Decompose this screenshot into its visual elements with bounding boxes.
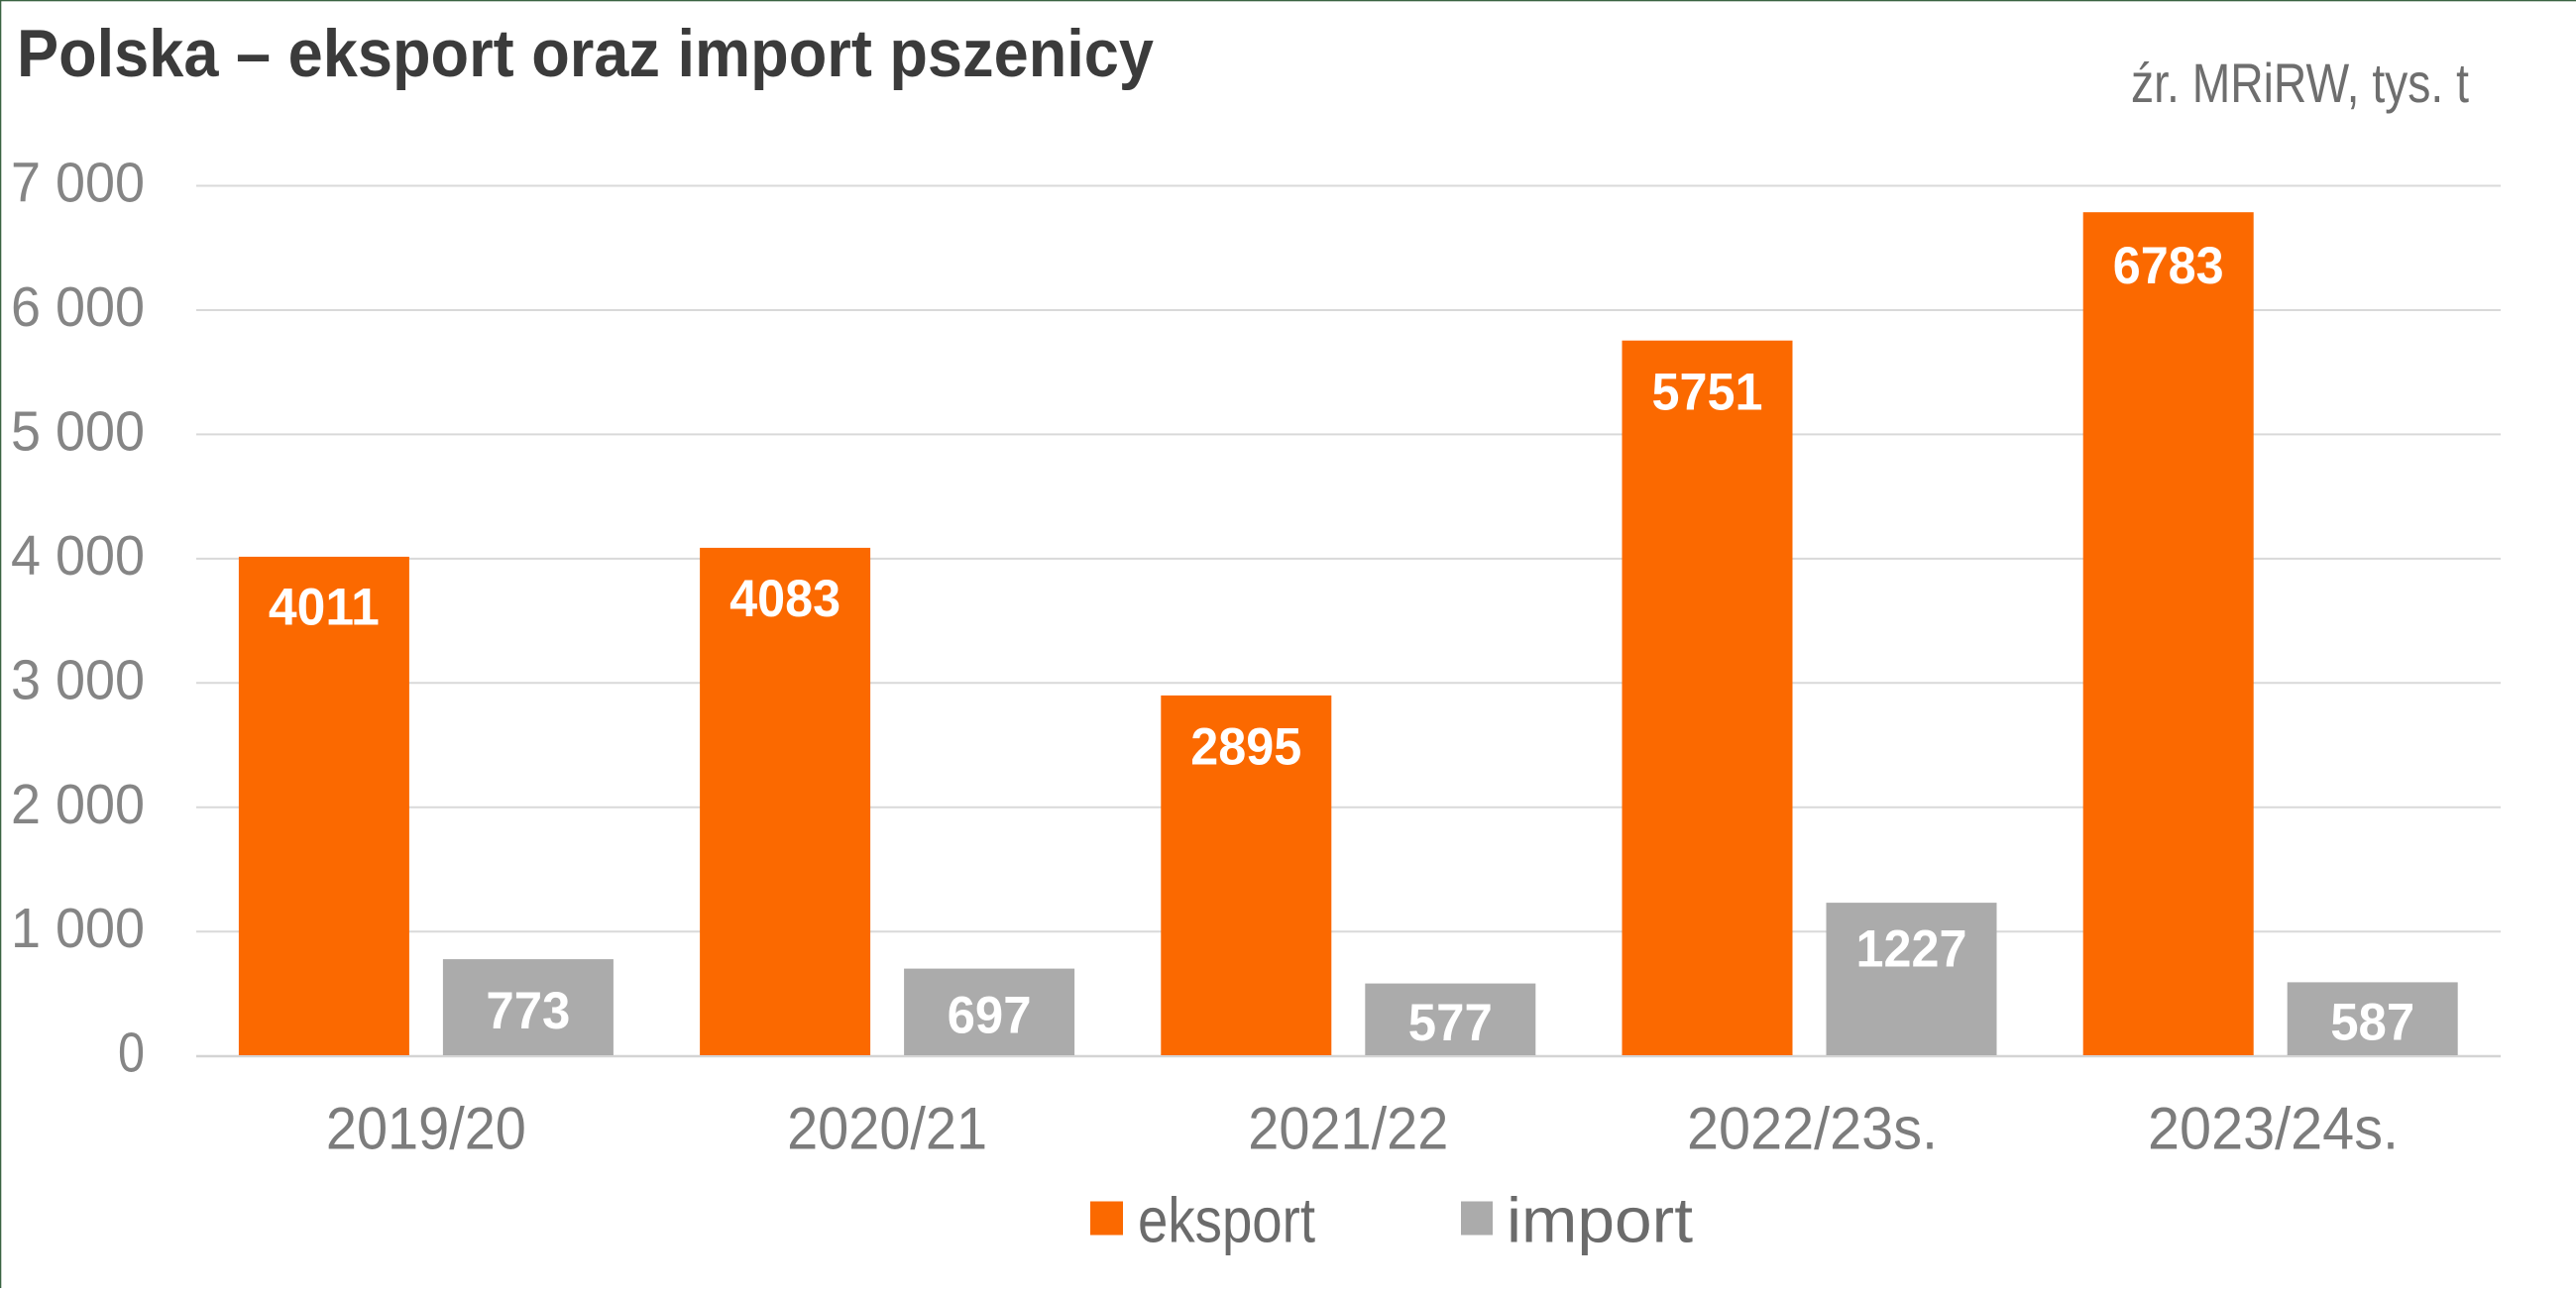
svg-text:Polska – eksport oraz import p: Polska – eksport oraz import pszenicy (17, 16, 1154, 91)
svg-text:2019/20: 2019/20 (326, 1096, 526, 1162)
svg-text:4 000: 4 000 (11, 524, 145, 588)
svg-text:697: 697 (948, 987, 1032, 1045)
svg-text:587: 587 (2330, 994, 2414, 1052)
svg-text:2895: 2895 (1190, 718, 1301, 777)
svg-text:2023/24s.: 2023/24s. (2148, 1096, 2399, 1162)
svg-text:773: 773 (486, 982, 570, 1040)
svg-text:6 000: 6 000 (11, 275, 145, 339)
svg-text:577: 577 (1408, 994, 1493, 1052)
svg-text:eksport: eksport (1138, 1184, 1315, 1255)
svg-text:7 000: 7 000 (11, 152, 145, 215)
svg-text:2021/22: 2021/22 (1248, 1096, 1448, 1162)
svg-text:1227: 1227 (1856, 920, 1967, 979)
svg-text:6783: 6783 (2113, 237, 2224, 295)
svg-text:źr. MRiRW, tys. t: źr. MRiRW, tys. t (2131, 52, 2469, 114)
svg-text:5751: 5751 (1652, 364, 1763, 422)
svg-text:2 000: 2 000 (11, 773, 145, 836)
svg-text:2022/23s.: 2022/23s. (1687, 1096, 1938, 1162)
svg-text:3 000: 3 000 (11, 648, 145, 711)
svg-text:0: 0 (118, 1022, 145, 1085)
svg-text:1 000: 1 000 (11, 897, 145, 960)
svg-text:2020/21: 2020/21 (787, 1096, 987, 1162)
svg-text:import: import (1507, 1184, 1693, 1255)
svg-text:4083: 4083 (729, 570, 840, 628)
svg-text:5 000: 5 000 (11, 399, 145, 463)
svg-text:4011: 4011 (269, 579, 380, 637)
